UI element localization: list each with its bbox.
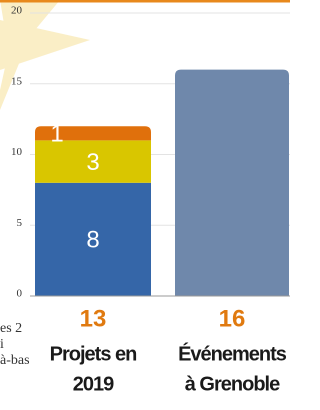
background-text: i: [0, 337, 4, 352]
value-label: 1: [50, 121, 63, 148]
y-tick-label: 0: [17, 288, 23, 300]
y-tick-label: 20: [11, 5, 23, 17]
x-tick-label: Projets en: [50, 343, 137, 365]
y-tick-label: 15: [11, 75, 23, 87]
x-tick-label: Événements: [178, 342, 287, 365]
y-tick-label: 10: [11, 146, 23, 158]
x-tick-label: à Grenoble: [185, 373, 280, 395]
total-label: 13: [80, 305, 107, 332]
bar-segment: [175, 70, 289, 296]
x-tick-label: 2019: [73, 373, 114, 395]
background-text: à-bas: [0, 353, 30, 368]
chart: 0 5 10 15 20 8 31 13 Projets en 2019 16 Événements à…: [0, 0, 290, 410]
background-text: es 2: [0, 321, 22, 336]
y-tick-label: 5: [17, 217, 23, 229]
value-label: 3: [86, 149, 99, 176]
total-label: 16: [219, 305, 246, 332]
value-label: 8: [86, 227, 99, 254]
